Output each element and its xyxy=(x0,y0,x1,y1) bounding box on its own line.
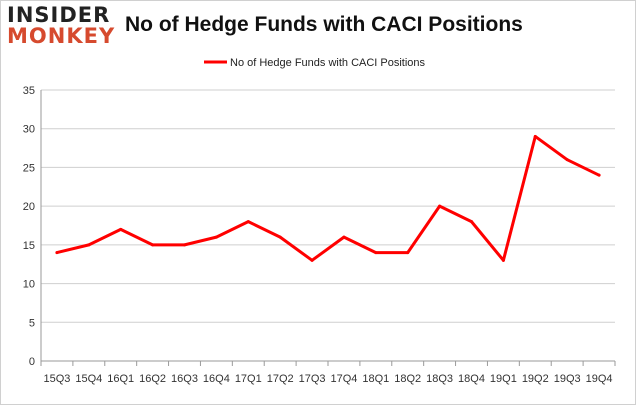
x-tick-label-17Q4: 17Q4 xyxy=(330,373,357,385)
x-tick-label-18Q1: 18Q1 xyxy=(362,373,389,385)
data-point-15Q3 xyxy=(55,251,59,255)
series-line-0 xyxy=(55,134,601,262)
y-axis-ticks: 0 5 10 15 20 25 30 35 xyxy=(23,85,35,368)
x-tick-label-16Q4: 16Q4 xyxy=(203,373,230,385)
data-point-19Q3 xyxy=(565,158,569,162)
data-point-16Q1 xyxy=(119,227,123,231)
x-tick-label-16Q2: 16Q2 xyxy=(139,373,166,385)
legend-label: No of Hedge Funds with CACI Positions xyxy=(230,57,426,69)
logo-line-1: INSIDER xyxy=(7,3,111,27)
x-tick-label-18Q3: 18Q3 xyxy=(426,373,453,385)
y-tick-label-20: 20 xyxy=(23,201,35,213)
y-tick-label-0: 0 xyxy=(29,356,35,368)
legend: No of Hedge Funds with CACI Positions xyxy=(204,57,426,69)
data-point-17Q2 xyxy=(278,235,282,239)
gridlines xyxy=(41,89,615,362)
y-tick-label-10: 10 xyxy=(23,279,35,291)
x-tick-label-18Q4: 18Q4 xyxy=(458,373,485,385)
x-tick-label-19Q3: 19Q3 xyxy=(554,373,581,385)
x-tick-label-17Q1: 17Q1 xyxy=(235,373,262,385)
data-point-16Q4 xyxy=(214,235,218,239)
y-tick-label-35: 35 xyxy=(23,85,35,97)
x-tick-label-17Q3: 17Q3 xyxy=(299,373,326,385)
x-tick-label-19Q4: 19Q4 xyxy=(586,373,613,385)
data-point-15Q4 xyxy=(87,243,91,247)
data-point-17Q1 xyxy=(246,220,250,224)
axes xyxy=(40,90,615,362)
data-point-16Q2 xyxy=(151,243,155,247)
data-point-18Q3 xyxy=(438,204,442,208)
x-tick-label-16Q3: 16Q3 xyxy=(171,373,198,385)
y-tick-label-25: 25 xyxy=(23,162,35,174)
x-tick-label-19Q2: 19Q2 xyxy=(522,373,549,385)
y-tick-label-30: 30 xyxy=(23,124,35,136)
x-tick-label-18Q2: 18Q2 xyxy=(394,373,421,385)
series-layer xyxy=(55,134,601,262)
x-tick-label-15Q4: 15Q4 xyxy=(75,373,102,385)
data-point-19Q4 xyxy=(597,173,601,177)
data-point-18Q1 xyxy=(374,251,378,255)
insider-monkey-logo: INSIDER MONKEY xyxy=(7,5,117,51)
data-point-19Q2 xyxy=(533,134,537,138)
data-point-18Q2 xyxy=(406,251,410,255)
x-axis-ticks: 15Q3 15Q4 16Q1 16Q2 16Q3 16Q4 17Q1 17Q2 17Q3 17Q4… xyxy=(40,361,616,385)
data-point-17Q3 xyxy=(310,258,314,262)
x-tick-label-19Q1: 19Q1 xyxy=(490,373,517,385)
y-tick-label-15: 15 xyxy=(23,240,35,252)
data-point-19Q1 xyxy=(501,258,505,262)
data-point-18Q4 xyxy=(470,220,473,224)
x-tick-label-16Q1: 16Q1 xyxy=(107,373,134,385)
y-tick-label-5: 5 xyxy=(29,317,35,329)
data-point-16Q3 xyxy=(183,243,186,247)
data-point-17Q4 xyxy=(342,235,346,239)
chart-title: No of Hedge Funds with CACI Positions xyxy=(125,13,523,36)
x-tick-label-17Q2: 17Q2 xyxy=(267,373,294,385)
logo-line-2: MONKEY xyxy=(7,24,116,48)
x-tick-label-15Q3: 15Q3 xyxy=(43,373,70,385)
